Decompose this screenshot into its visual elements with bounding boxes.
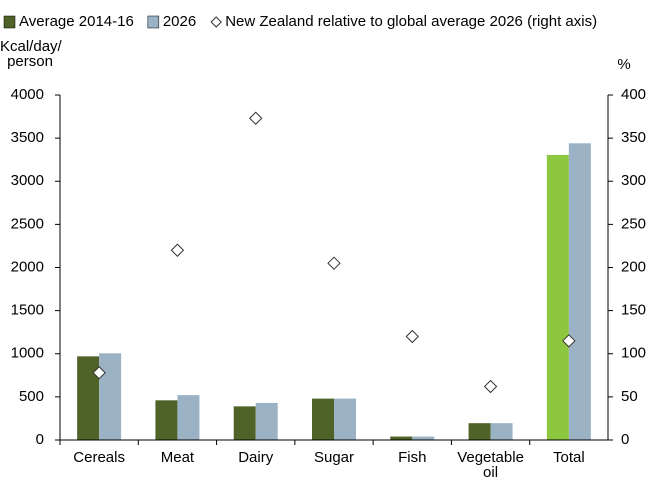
x-tick-label: Dairy [238, 449, 274, 466]
legend-marker [210, 16, 222, 28]
bar [77, 356, 100, 440]
x-tick-label: Fish [398, 449, 427, 466]
bar [546, 154, 569, 440]
y-tick-label: 500 [19, 388, 44, 405]
y2-tick-label: 300 [621, 172, 646, 189]
y2-tick-label: 50 [621, 388, 638, 405]
y-tick-label: 1500 [11, 302, 44, 319]
bar [312, 398, 334, 440]
y-tick-label: 2500 [11, 215, 44, 232]
bar [468, 423, 491, 440]
point [562, 334, 576, 348]
y2-tick-label: 100 [621, 345, 646, 362]
bar [177, 395, 200, 440]
bar [255, 402, 278, 440]
y2-tick-label: 350 [621, 129, 646, 146]
y-tick-label: 1000 [11, 345, 44, 362]
x-tick-label: Meat [160, 449, 195, 466]
y-tick-label: 2000 [11, 258, 44, 275]
y-tick-label: 3000 [11, 172, 44, 189]
y-axis-label: Kcal/day/ person [0, 38, 62, 70]
y2-axis-label: % [617, 56, 631, 73]
y-tick-label: 0 [36, 431, 44, 448]
bar [490, 423, 513, 440]
point [327, 256, 341, 270]
x-tick-label: Sugar [313, 449, 355, 466]
y-tick-label: 3500 [11, 129, 44, 146]
bar [334, 398, 356, 440]
point [405, 329, 419, 344]
point [92, 366, 106, 380]
bar [99, 353, 122, 440]
point [170, 243, 185, 257]
legend-label: 2026 [163, 13, 196, 30]
x-tick-label: Cereals [73, 449, 125, 466]
y2-tick-label: 200 [621, 258, 646, 275]
bar [390, 436, 413, 440]
y2-tick-label: 0 [621, 431, 629, 448]
y-tick-label: 4000 [11, 86, 44, 103]
y2-tick-label: 400 [621, 86, 646, 103]
bar [568, 143, 591, 441]
bar [412, 436, 435, 440]
x-tick-label: Vegetable oil [457, 449, 524, 481]
y2-tick-label: 150 [621, 302, 646, 319]
legend-label: Average 2014-16 [19, 13, 134, 30]
legend-label: New Zealand relative to global average 2… [225, 13, 597, 30]
y2-tick-label: 250 [621, 215, 646, 232]
legend-marker [147, 15, 160, 29]
bar [233, 406, 256, 440]
legend-marker [3, 15, 16, 29]
point [249, 111, 263, 125]
x-tick-label: Total [553, 449, 585, 466]
bar [155, 400, 178, 440]
point [483, 379, 498, 394]
